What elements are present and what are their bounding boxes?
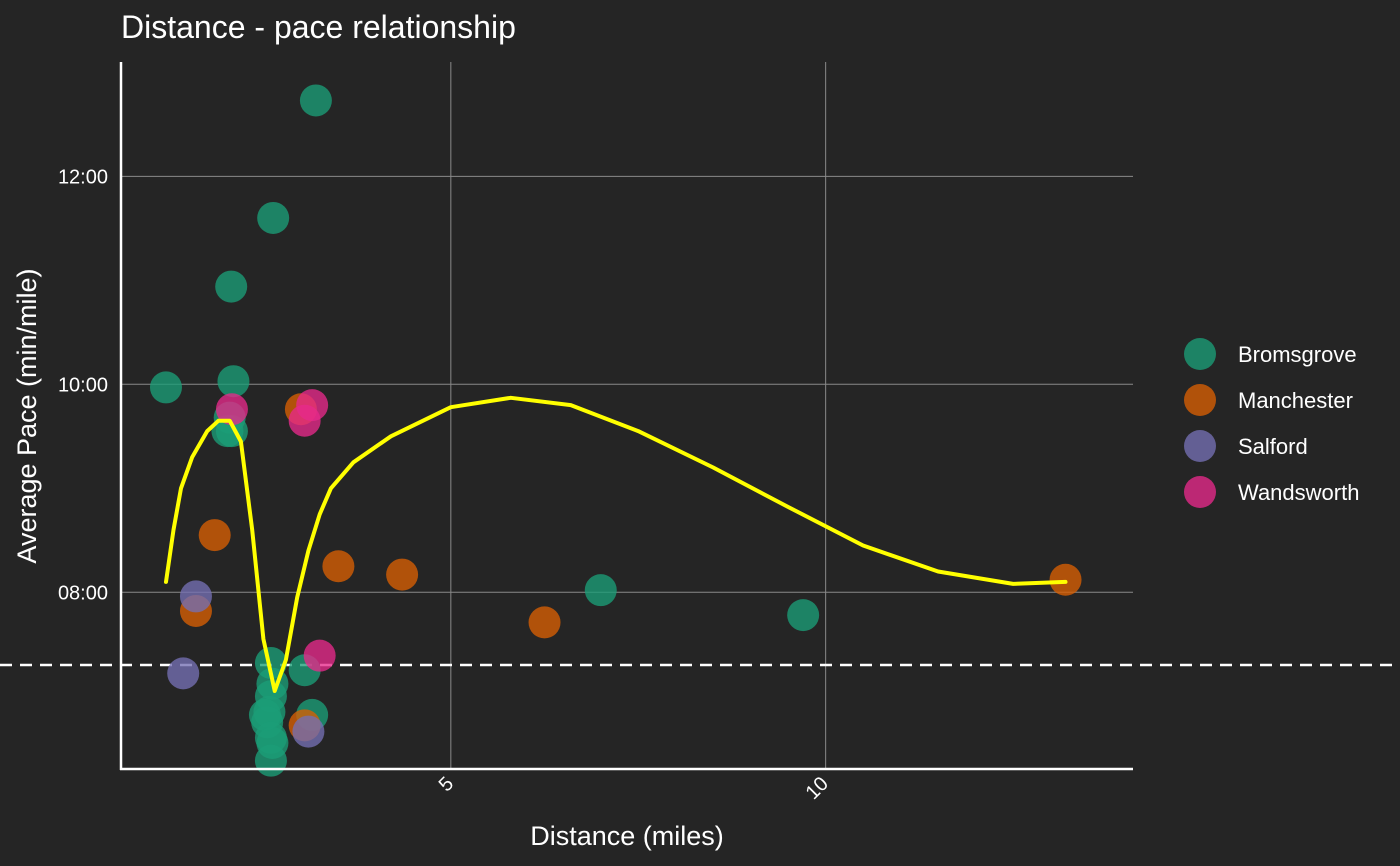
point-bromsgrove-2 [215,270,248,303]
y-tick-labels: 08:00 10:00 12:00 [58,166,108,604]
legend-label-manchester: Manchester [1238,388,1353,413]
x-tick-label-0: 5 [435,773,458,796]
point-manchester-3 [386,558,419,591]
chart-title: Distance - pace relationship [121,9,516,45]
y-tick-label-2: 12:00 [58,166,108,188]
legend-swatch-wandsworth [1184,476,1216,508]
y-tick-label-1: 10:00 [58,374,108,396]
point-manchester-0 [198,519,231,552]
data-points [149,84,1082,777]
point-manchester-7 [1049,563,1082,596]
point-salford-2 [292,715,325,748]
legend-label-wandsworth: Wandsworth [1238,480,1359,505]
point-salford-0 [179,580,212,613]
legend-swatch-salford [1184,430,1216,462]
point-wandsworth-3 [303,639,336,672]
point-bromsgrove-3 [149,371,182,404]
point-bromsgrove-1 [257,201,290,234]
point-bromsgrove-20 [787,599,820,632]
point-bromsgrove-16 [254,744,287,777]
point-bromsgrove-0 [299,84,332,117]
point-bromsgrove-17 [248,698,281,731]
legend-swatch-manchester [1184,384,1216,416]
point-salford-1 [167,657,200,690]
legend-swatch-bromsgrove [1184,338,1216,370]
point-wandsworth-2 [288,404,321,437]
smooth-line-layer [164,395,1068,693]
grid [121,62,1133,769]
y-tick-label-0: 08:00 [58,582,108,604]
point-wandsworth-0 [215,393,248,426]
point-bromsgrove-19 [584,574,617,607]
point-manchester-2 [322,550,355,583]
smooth-trend-line [164,395,1068,693]
x-tick-label-1: 10 [802,773,833,804]
x-axis-title: Distance (miles) [530,821,724,851]
x-tick-labels: 5 10 [435,773,833,804]
legend: Bromsgrove Manchester Salford Wandsworth [1184,338,1359,508]
legend-label-salford: Salford [1238,434,1308,459]
point-manchester-4 [528,606,561,639]
legend-label-bromsgrove: Bromsgrove [1238,342,1357,367]
point-bromsgrove-4 [217,365,250,398]
y-axis-title: Average Pace (min/mile) [12,268,42,563]
